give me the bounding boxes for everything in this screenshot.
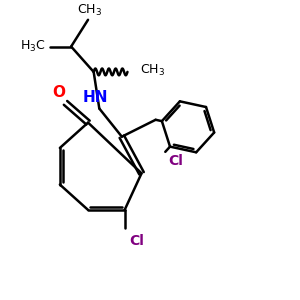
Text: CH$_3$: CH$_3$: [140, 63, 165, 78]
Text: HN: HN: [82, 90, 108, 105]
Text: H$_3$C: H$_3$C: [20, 39, 46, 54]
Text: Cl: Cl: [129, 234, 144, 248]
Text: Cl: Cl: [169, 154, 184, 168]
Text: O: O: [52, 85, 65, 100]
Text: CH$_3$: CH$_3$: [77, 3, 102, 18]
